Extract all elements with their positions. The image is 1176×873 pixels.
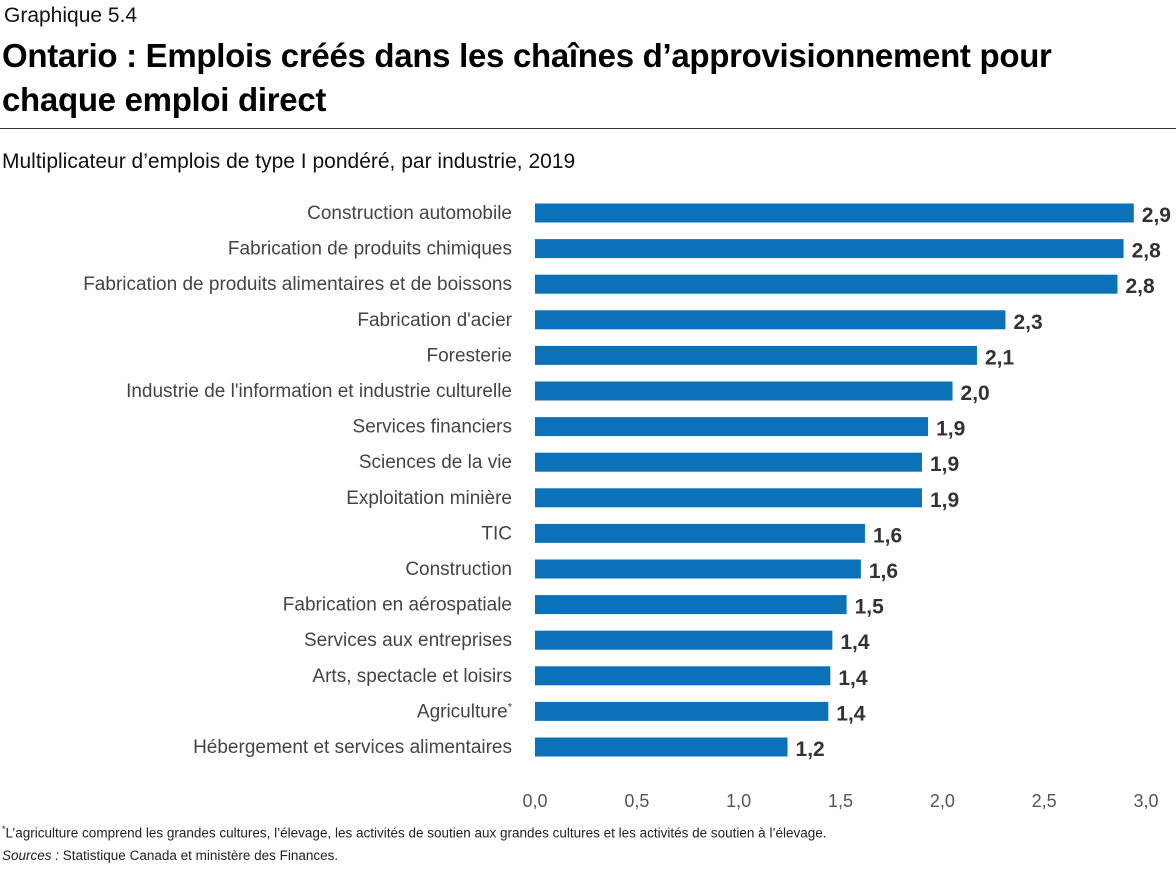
bar bbox=[535, 737, 788, 757]
bar-chart: Construction automobile 2,9 Fabrication de… bbox=[83, 203, 1171, 811]
bar bbox=[535, 239, 1124, 259]
x-tick-label: 3,0 bbox=[1133, 791, 1158, 811]
value-label: 1,9 bbox=[936, 418, 965, 441]
category-label: Fabrication d'acier bbox=[357, 310, 512, 331]
value-label: 1,4 bbox=[838, 667, 868, 690]
category-label: Industrie de l'information et industrie … bbox=[126, 381, 512, 402]
category-label: Agriculture* bbox=[417, 701, 513, 722]
value-label: 1,6 bbox=[873, 524, 902, 547]
sources: Sources : Statistique Canada et ministèr… bbox=[2, 848, 338, 863]
title-divider bbox=[0, 128, 1176, 129]
bar bbox=[535, 523, 865, 543]
category-label: Construction bbox=[405, 559, 512, 580]
category-label: Sciences de la vie bbox=[359, 452, 512, 473]
footnote-marker: * bbox=[2, 824, 6, 834]
x-tick-label: 2,5 bbox=[1032, 791, 1057, 811]
graph-number: Graphique 5.4 bbox=[4, 4, 138, 27]
bar bbox=[535, 203, 1134, 223]
category-label: Fabrication en aérospatiale bbox=[283, 595, 512, 616]
chart-subtitle: Multiplicateur d’emplois de type I pondé… bbox=[2, 150, 576, 173]
category-label: Hébergement et services alimentaires bbox=[193, 737, 512, 758]
value-label: 2,9 bbox=[1142, 204, 1171, 227]
value-label: 2,3 bbox=[1013, 311, 1042, 334]
footnote: *L’agriculture comprend les grandes cult… bbox=[2, 824, 826, 841]
category-label: Services financiers bbox=[353, 417, 512, 438]
value-label: 1,4 bbox=[840, 631, 870, 654]
bar bbox=[535, 701, 829, 721]
value-label: 1,2 bbox=[796, 738, 825, 761]
value-label: 2,1 bbox=[985, 346, 1015, 369]
category-label: Services aux entreprises bbox=[304, 630, 512, 651]
sources-label: Sources : bbox=[2, 848, 60, 863]
category-label: TIC bbox=[481, 523, 512, 544]
value-label: 1,4 bbox=[836, 702, 866, 725]
footnote-text: L’agriculture comprend les grandes cultu… bbox=[5, 825, 827, 841]
category-label: Exploitation minière bbox=[346, 488, 512, 509]
bar bbox=[535, 381, 953, 401]
x-tick-label: 1,0 bbox=[726, 791, 751, 811]
x-tick-label: 0,5 bbox=[624, 791, 649, 811]
value-label: 2,8 bbox=[1132, 240, 1162, 263]
category-label: Fabrication de produits alimentaires et … bbox=[83, 274, 512, 295]
x-tick-label: 2,0 bbox=[930, 791, 955, 811]
x-tick-label: 0,0 bbox=[522, 791, 547, 811]
bar bbox=[535, 488, 922, 508]
x-tick-label: 1,5 bbox=[828, 791, 853, 811]
category-label: Construction automobile bbox=[307, 203, 512, 224]
category-label: Foresterie bbox=[426, 345, 512, 366]
chart-title: Ontario : Emplois créés dans les chaînes… bbox=[2, 37, 1052, 118]
value-label: 1,9 bbox=[930, 453, 959, 476]
bar bbox=[535, 630, 833, 650]
bar bbox=[535, 595, 847, 615]
value-label: 1,6 bbox=[869, 560, 898, 583]
bar bbox=[535, 452, 922, 472]
bar bbox=[535, 666, 831, 686]
sources-text: Statistique Canada et ministère des Fina… bbox=[59, 848, 339, 863]
category-superscript: * bbox=[508, 701, 513, 713]
bar bbox=[535, 559, 861, 579]
bar bbox=[535, 310, 1006, 330]
value-label: 2,8 bbox=[1125, 275, 1155, 298]
category-label: Fabrication de produits chimiques bbox=[228, 239, 512, 260]
bar bbox=[535, 417, 929, 437]
value-label: 2,0 bbox=[961, 382, 990, 405]
bar bbox=[535, 274, 1118, 294]
category-label: Arts, spectacle et loisirs bbox=[312, 666, 512, 687]
value-label: 1,5 bbox=[855, 596, 885, 619]
bar bbox=[535, 345, 977, 365]
value-label: 1,9 bbox=[930, 489, 959, 512]
